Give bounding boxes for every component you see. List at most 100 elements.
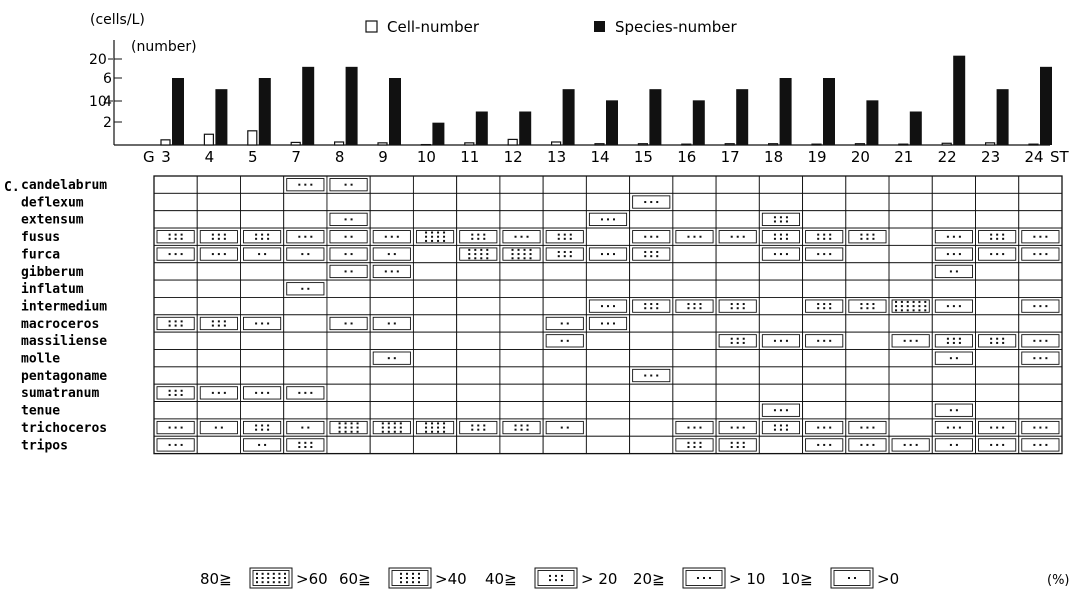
cell-molle-15 xyxy=(629,349,674,368)
cell-tripos-16 xyxy=(672,435,717,455)
cell-intermedium-20 xyxy=(845,297,890,316)
legend-species-label: Species-number xyxy=(615,18,738,36)
legend-box-1 xyxy=(830,567,874,589)
x-tick-4: 4 xyxy=(205,148,215,166)
right-tick-label-2: 2 xyxy=(103,115,112,131)
cell-deflexum-23 xyxy=(975,192,1020,212)
cell-molle-16 xyxy=(672,349,717,368)
cell-tenue-22 xyxy=(931,401,976,420)
cell-macroceros-19 xyxy=(802,314,847,333)
cell-inflatum-18 xyxy=(758,279,804,298)
cell-inflatum-15 xyxy=(629,279,674,298)
cell-tenue-20 xyxy=(845,401,890,420)
cell-molle-13 xyxy=(542,349,587,368)
legend-right-5: >60 xyxy=(296,570,328,588)
cell-candelabrum-19 xyxy=(802,175,847,194)
bar-species-11 xyxy=(475,111,488,145)
cell-deflexum-15 xyxy=(629,192,674,212)
cell-fusus-23 xyxy=(975,227,1020,246)
cell-intermedium-8 xyxy=(326,297,371,316)
cell-fusus-22 xyxy=(931,227,976,246)
cell-trichoceros-13 xyxy=(542,418,587,437)
cell-gibberum-3 xyxy=(153,262,198,281)
species-label-gibberum: gibberum xyxy=(21,265,84,280)
cell-tenue-24 xyxy=(1018,401,1063,420)
cell-tripos-18 xyxy=(758,435,804,455)
cell-trichoceros-15 xyxy=(629,418,674,437)
cell-sumatranum-20 xyxy=(845,383,890,403)
cell-fusus-12 xyxy=(499,227,544,246)
cell-deflexum-9 xyxy=(369,192,414,212)
cell-fusus-19 xyxy=(802,227,847,246)
cell-massiliense-3 xyxy=(153,331,198,350)
cell-intermedium-16 xyxy=(672,297,717,316)
cell-deflexum-22 xyxy=(931,192,976,212)
cell-sumatranum-5 xyxy=(240,383,285,403)
cell-intermedium-9 xyxy=(369,297,414,316)
cell-candelabrum-3 xyxy=(153,175,198,194)
left-axis-unit: (cells/L) xyxy=(90,12,145,28)
cell-trichoceros-16 xyxy=(672,418,717,437)
cell-inflatum-3 xyxy=(153,279,198,298)
table-legend: 80≧ >60 60≧ >40 40≧ > 20 20≧ > 10 10≧ >0 xyxy=(200,567,899,589)
cell-macroceros-16 xyxy=(672,314,717,333)
cell-inflatum-12 xyxy=(499,279,544,298)
bar-species-20 xyxy=(866,100,879,145)
cell-tripos-11 xyxy=(456,435,501,455)
cell-macroceros-15 xyxy=(629,314,674,333)
cell-deflexum-18 xyxy=(758,192,804,212)
cell-tenue-5 xyxy=(240,401,285,420)
species-label-tripos: tripos xyxy=(21,438,68,453)
cell-deflexum-20 xyxy=(845,192,890,212)
cell-gibberum-15 xyxy=(629,262,674,281)
cell-sumatranum-24 xyxy=(1018,383,1063,403)
cell-extensum-19 xyxy=(802,210,847,229)
cell-tenue-11 xyxy=(456,401,501,420)
cell-deflexum-11 xyxy=(456,192,501,212)
cell-sumatranum-23 xyxy=(975,383,1020,403)
x-tick-18: 18 xyxy=(764,148,783,166)
cell-intermedium-23 xyxy=(975,297,1020,316)
x-tick-15: 15 xyxy=(634,148,653,166)
cell-tenue-3 xyxy=(153,401,198,420)
cell-pentagoname-3 xyxy=(153,366,198,385)
cell-extensum-24 xyxy=(1018,210,1063,229)
cell-tripos-3 xyxy=(153,435,198,455)
bar-cell-23 xyxy=(984,142,996,146)
cell-trichoceros-11 xyxy=(456,418,501,437)
cell-molle-10 xyxy=(412,349,458,368)
cell-macroceros-7 xyxy=(283,314,328,333)
cell-tenue-19 xyxy=(802,401,847,420)
cell-macroceros-23 xyxy=(975,314,1020,333)
cell-furca-9 xyxy=(369,244,414,264)
cell-intermedium-4 xyxy=(196,297,241,316)
cell-inflatum-13 xyxy=(542,279,587,298)
legend-left-5: 80≧ xyxy=(200,570,232,588)
cell-furca-3 xyxy=(153,244,198,264)
cell-candelabrum-9 xyxy=(369,175,414,194)
legend-box-4 xyxy=(388,567,432,589)
x-start-label: G xyxy=(143,148,155,166)
cell-tenue-23 xyxy=(975,401,1020,420)
cell-extensum-20 xyxy=(845,210,890,229)
cell-tripos-21 xyxy=(888,435,933,455)
cell-inflatum-23 xyxy=(975,279,1020,298)
cell-pentagoname-13 xyxy=(542,366,587,385)
cell-candelabrum-8 xyxy=(326,175,371,194)
bars-group xyxy=(160,55,1052,146)
cell-massiliense-24 xyxy=(1018,331,1063,350)
cell-gibberum-7 xyxy=(283,262,328,281)
cell-macroceros-4 xyxy=(196,314,241,333)
cell-tenue-21 xyxy=(888,401,933,420)
cell-molle-24 xyxy=(1018,349,1063,368)
bar-species-9 xyxy=(389,78,401,145)
cell-gibberum-23 xyxy=(975,262,1020,281)
cell-intermedium-13 xyxy=(542,297,587,316)
cell-extensum-4 xyxy=(196,210,241,229)
cell-deflexum-21 xyxy=(888,192,933,212)
cell-trichoceros-14 xyxy=(585,418,631,437)
bar-species-16 xyxy=(692,100,705,145)
cell-macroceros-11 xyxy=(456,314,501,333)
bar-chart: (cells/L) (number) Cell-number Species-n… xyxy=(89,12,1070,166)
cell-trichoceros-24 xyxy=(1018,418,1063,437)
